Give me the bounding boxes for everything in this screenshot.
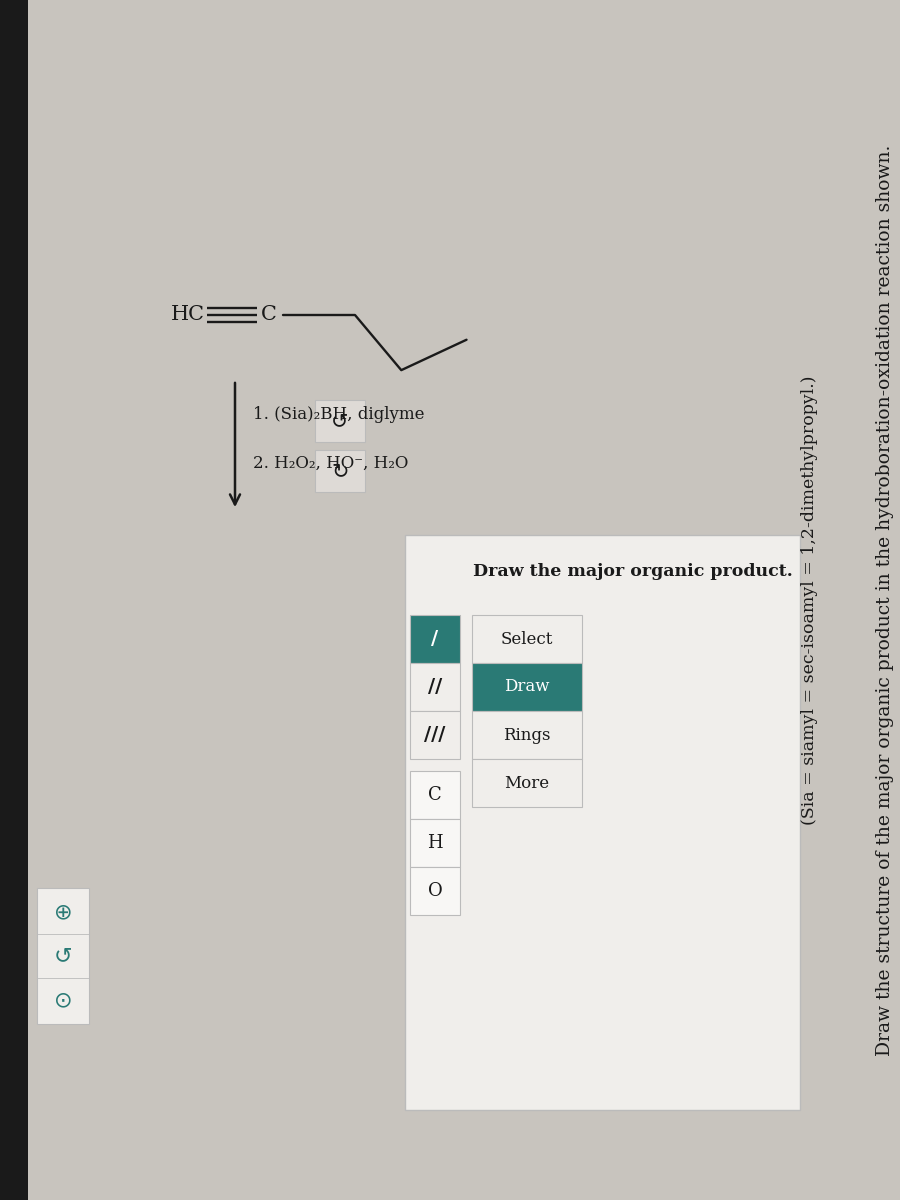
Bar — [410, 770, 460, 818]
Bar — [472, 662, 582, 710]
Bar — [410, 662, 460, 710]
Bar — [472, 758, 582, 806]
Text: //: // — [428, 678, 442, 696]
Bar — [37, 888, 89, 1024]
Bar — [315, 400, 365, 442]
Bar — [410, 614, 460, 662]
Text: ⊕: ⊕ — [54, 902, 72, 922]
Text: ↺: ↺ — [54, 946, 72, 966]
Bar — [472, 614, 582, 662]
Text: ⊙: ⊙ — [54, 990, 72, 1010]
Text: C: C — [261, 306, 277, 324]
Bar — [0, 0, 28, 1200]
Bar — [410, 866, 460, 914]
Text: (Sia = siamyl = sec-isoamyl = 1,2-dimethylpropyl.): (Sia = siamyl = sec-isoamyl = 1,2-dimeth… — [802, 376, 818, 824]
Bar — [410, 818, 460, 866]
Text: H: H — [428, 834, 443, 852]
Text: Rings: Rings — [503, 726, 551, 744]
Bar — [410, 710, 460, 758]
Bar — [472, 710, 582, 758]
Bar — [315, 450, 365, 492]
Text: More: More — [504, 774, 550, 792]
Text: /: / — [431, 630, 438, 648]
Text: Draw the major organic product.: Draw the major organic product. — [472, 563, 792, 580]
Text: HC: HC — [171, 306, 205, 324]
Text: O: O — [428, 882, 443, 900]
Bar — [405, 535, 800, 1110]
Text: 2. H₂O₂, HO⁻, H₂O: 2. H₂O₂, HO⁻, H₂O — [253, 455, 409, 472]
Text: Draw: Draw — [504, 678, 550, 696]
Text: C: C — [428, 786, 442, 804]
Text: ↺: ↺ — [331, 410, 349, 431]
Text: ///: /// — [424, 726, 446, 744]
Text: ↻: ↻ — [331, 461, 349, 481]
Text: Select: Select — [500, 630, 554, 648]
Text: 1. (Sia)₂BH, diglyme: 1. (Sia)₂BH, diglyme — [253, 406, 425, 422]
Text: Draw the structure of the major organic product in the hydroboration-oxidation r: Draw the structure of the major organic … — [876, 144, 894, 1056]
